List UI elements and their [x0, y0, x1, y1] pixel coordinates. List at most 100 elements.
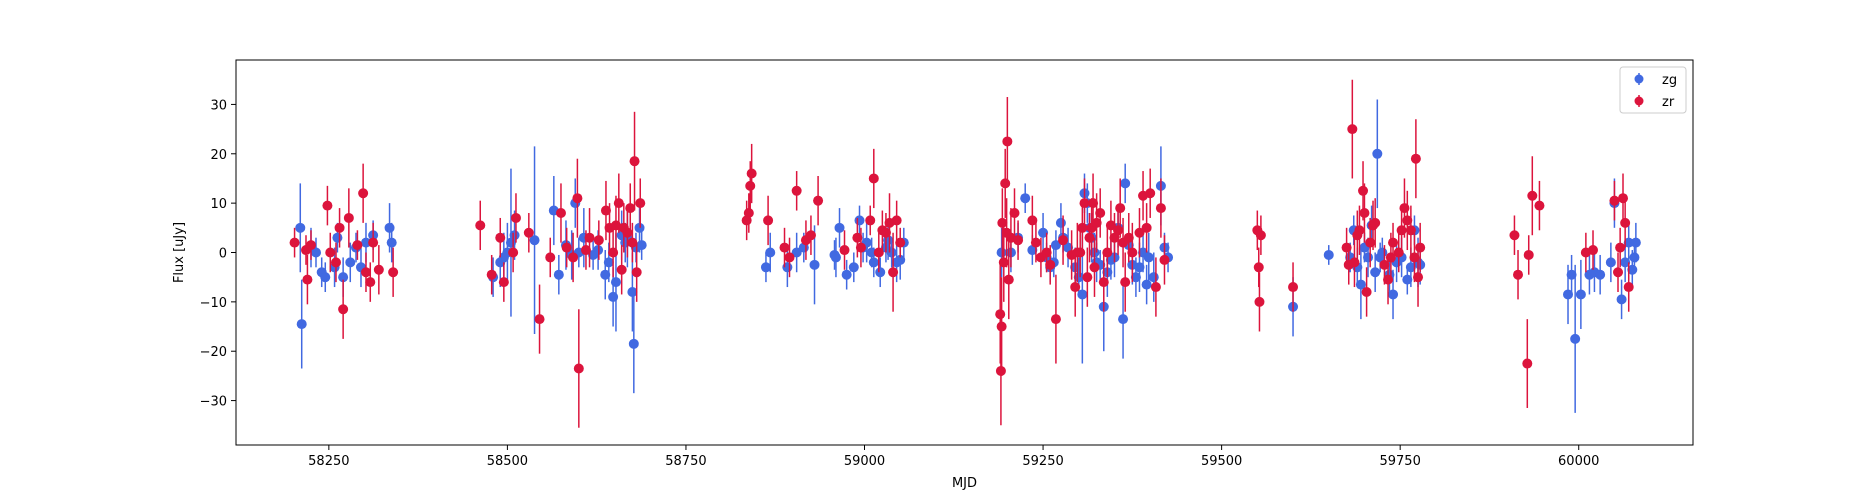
data-point — [1091, 217, 1102, 228]
data-point — [1000, 178, 1011, 189]
data-point — [763, 215, 774, 226]
data-point — [568, 252, 579, 263]
data-point — [603, 257, 614, 268]
data-point — [627, 237, 638, 248]
data-point — [475, 220, 486, 231]
data-point — [1155, 203, 1166, 214]
data-point — [868, 173, 879, 184]
data-point — [834, 222, 845, 233]
data-point — [791, 185, 802, 196]
data-point — [1009, 208, 1020, 219]
legend-marker — [1634, 74, 1644, 84]
data-point — [848, 262, 859, 273]
data-point — [1620, 257, 1631, 268]
data-point — [498, 277, 509, 288]
data-point — [555, 208, 566, 219]
data-point — [830, 252, 841, 263]
x-tick-label: 59500 — [1201, 454, 1242, 469]
x-tick-label: 58250 — [308, 454, 349, 469]
y-axis: −30 −20 −10 0 10 20 30 — [200, 98, 236, 410]
data-point — [852, 232, 863, 243]
data-point — [745, 180, 756, 191]
data-point — [1118, 314, 1129, 325]
data-point — [636, 240, 647, 251]
data-point — [886, 247, 897, 258]
data-point — [1377, 247, 1388, 258]
data-point — [1148, 272, 1159, 283]
legend-label: zr — [1662, 95, 1675, 110]
data-point — [352, 240, 363, 251]
data-point — [1405, 262, 1416, 273]
data-point — [1130, 272, 1141, 283]
data-point — [996, 321, 1007, 332]
data-point — [1134, 262, 1145, 273]
data-point — [368, 237, 379, 248]
data-point — [1038, 227, 1049, 238]
data-point — [760, 262, 771, 273]
data-point — [779, 242, 790, 253]
data-point — [1073, 272, 1084, 283]
y-tick-label: −30 — [200, 395, 227, 410]
data-point — [1588, 245, 1599, 256]
data-point — [325, 247, 336, 258]
data-point — [888, 267, 899, 278]
data-point — [1402, 215, 1413, 226]
data-point — [1413, 272, 1424, 283]
data-point — [1255, 230, 1266, 241]
data-point — [875, 267, 886, 278]
data-point — [616, 264, 627, 275]
data-point — [296, 319, 307, 330]
data-point — [1354, 225, 1365, 236]
y-tick-label: 30 — [210, 98, 227, 113]
data-point — [1402, 274, 1413, 285]
data-point — [613, 198, 624, 209]
data-point — [1370, 267, 1381, 278]
data-point — [338, 272, 349, 283]
data-point — [1075, 247, 1086, 258]
data-point — [1358, 185, 1369, 196]
data-point — [1405, 225, 1416, 236]
data-point — [332, 232, 343, 243]
data-point — [1055, 217, 1066, 228]
data-point — [1623, 237, 1634, 248]
data-point — [895, 237, 906, 248]
data-point — [1522, 358, 1533, 369]
data-point — [625, 203, 636, 214]
data-point — [320, 272, 331, 283]
data-point — [1089, 262, 1100, 273]
data-point — [322, 200, 333, 211]
data-point — [1615, 242, 1626, 253]
data-point — [1002, 136, 1013, 147]
data-point — [1409, 252, 1420, 263]
data-point — [855, 242, 866, 253]
data-point — [1613, 267, 1624, 278]
legend-label: zg — [1662, 73, 1677, 88]
data-point — [289, 237, 300, 248]
plot-frame — [235, 59, 1694, 446]
data-point — [523, 227, 534, 238]
data-point — [1513, 269, 1524, 280]
x-tick-label: 60000 — [1558, 454, 1599, 469]
data-point — [746, 168, 757, 179]
y-tick-label: 10 — [210, 197, 227, 212]
data-point — [1570, 333, 1581, 344]
data-point — [1527, 190, 1538, 201]
data-point — [1123, 232, 1134, 243]
data-point — [743, 208, 754, 219]
data-point — [580, 245, 591, 256]
data-point — [1605, 257, 1616, 268]
data-point — [1563, 289, 1574, 300]
data-point — [1050, 240, 1061, 251]
data-point — [1372, 148, 1383, 159]
data-point — [880, 227, 891, 238]
data-point — [1077, 289, 1088, 300]
data-point — [1323, 249, 1334, 260]
data-point — [1534, 200, 1545, 211]
y-tick-label: −10 — [200, 296, 227, 311]
data-point — [1084, 232, 1095, 243]
data-point — [1359, 208, 1370, 219]
x-tick-label: 58750 — [665, 454, 706, 469]
data-point — [1041, 247, 1052, 258]
data-point — [1134, 227, 1145, 238]
